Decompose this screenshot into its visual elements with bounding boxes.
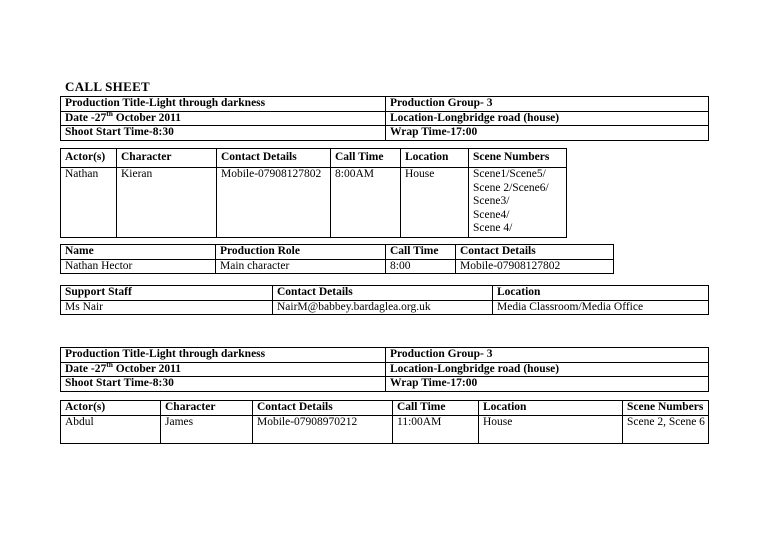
table-row: Shoot Start Time-8:30 Wrap Time-17:00 xyxy=(60,376,709,392)
crew-role-cell: Main character xyxy=(215,258,386,274)
crew-call-time-cell: 8:00 xyxy=(385,258,456,274)
date-text: Date -27 xyxy=(65,362,107,375)
actors-header-actor: Actor(s) xyxy=(60,148,117,168)
date-text-rest: October 2011 xyxy=(112,362,182,375)
production-title-cell: Production Title-Light through darkness xyxy=(60,347,386,363)
actors-table-1: Actor(s) Character Contact Details Call … xyxy=(60,148,567,238)
character-cell: Kieran xyxy=(116,167,217,238)
table-row: Date -27th October 2011 Location-Longbri… xyxy=(60,361,709,377)
page-title: CALL SHEET xyxy=(65,79,151,94)
support-header-name: Support Staff xyxy=(60,285,273,301)
actors-header-contact: Contact Details xyxy=(252,400,393,416)
crew-table: Name Production Role Call Time Contact D… xyxy=(60,244,614,274)
table-row: Nathan Kieran Mobile-07908127802 8:00AM … xyxy=(60,167,567,238)
table-row: Nathan Hector Main character 8:00 Mobile… xyxy=(60,258,614,274)
call-time-cell: 11:00AM xyxy=(392,414,479,444)
location-cell: Location-Longbridge road (house) xyxy=(385,361,709,377)
crew-contact-cell: Mobile-07908127802 xyxy=(455,258,614,274)
location-cell: House xyxy=(400,167,469,238)
table-row: Production Title-Light through darkness … xyxy=(60,347,709,363)
actors-header-scenes: Scene Numbers xyxy=(622,400,709,416)
production-title-cell: Production Title-Light through darkness xyxy=(60,96,386,112)
crew-header-call-time: Call Time xyxy=(385,244,456,260)
crew-header-contact: Contact Details xyxy=(455,244,614,260)
actors-table-2: Actor(s) Character Contact Details Call … xyxy=(60,400,709,444)
table-row: Abdul James Mobile-07908970212 11:00AM H… xyxy=(60,414,709,444)
support-location-cell: Media Classroom/Media Office xyxy=(492,299,709,315)
date-cell: Date -27th October 2011 xyxy=(60,361,386,377)
crew-header-name: Name xyxy=(60,244,216,260)
wrap-time-cell: Wrap Time-17:00 xyxy=(385,376,709,392)
production-info-table-2: Production Title-Light through darkness … xyxy=(60,347,709,392)
support-name-cell: Ms Nair xyxy=(60,299,273,315)
contact-cell: Mobile-07908970212 xyxy=(252,414,393,444)
table-row: Shoot Start Time-8:30 Wrap Time-17:00 xyxy=(60,125,709,141)
table-header-row: Support Staff Contact Details Location xyxy=(60,285,709,301)
actors-header-location: Location xyxy=(478,400,623,416)
scene-numbers-cell: Scene 2, Scene 6 xyxy=(622,414,709,444)
support-contact-cell: NairM@babbey.bardaglea.org.uk xyxy=(272,299,493,315)
table-row: Ms Nair NairM@babbey.bardaglea.org.uk Me… xyxy=(60,299,709,315)
table-header-row: Actor(s) Character Contact Details Call … xyxy=(60,400,709,416)
location-cell: Location-Longbridge road (house) xyxy=(385,110,709,126)
location-cell: House xyxy=(478,414,623,444)
actors-header-character: Character xyxy=(116,148,217,168)
support-staff-table: Support Staff Contact Details Location M… xyxy=(60,285,709,315)
contact-cell: Mobile-07908127802 xyxy=(216,167,331,238)
actors-header-call-time: Call Time xyxy=(392,400,479,416)
crew-name-cell: Nathan Hector xyxy=(60,258,216,274)
support-header-location: Location xyxy=(492,285,709,301)
actors-header-character: Character xyxy=(160,400,253,416)
date-text-rest: October 2011 xyxy=(112,111,182,124)
date-ordinal: th xyxy=(106,111,113,118)
date-text: Date -27 xyxy=(65,111,107,124)
actors-header-scenes: Scene Numbers xyxy=(468,148,567,168)
actor-name-cell: Nathan xyxy=(60,167,117,238)
wrap-time-cell: Wrap Time-17:00 xyxy=(385,125,709,141)
actors-header-location: Location xyxy=(400,148,469,168)
actors-header-actor: Actor(s) xyxy=(60,400,161,416)
date-cell: Date -27th October 2011 xyxy=(60,110,386,126)
table-row: Date -27th October 2011 Location-Longbri… xyxy=(60,110,709,126)
support-header-contact: Contact Details xyxy=(272,285,493,301)
actors-header-contact: Contact Details xyxy=(216,148,331,168)
call-time-cell: 8:00AM xyxy=(330,167,401,238)
character-cell: James xyxy=(160,414,253,444)
production-group-cell: Production Group- 3 xyxy=(385,347,709,363)
actors-header-call-time: Call Time xyxy=(330,148,401,168)
production-group-cell: Production Group- 3 xyxy=(385,96,709,112)
table-header-row: Actor(s) Character Contact Details Call … xyxy=(60,148,567,168)
shoot-start-cell: Shoot Start Time-8:30 xyxy=(60,125,386,141)
date-ordinal: th xyxy=(106,362,113,369)
table-row: Production Title-Light through darkness … xyxy=(60,96,709,112)
table-header-row: Name Production Role Call Time Contact D… xyxy=(60,244,614,260)
shoot-start-cell: Shoot Start Time-8:30 xyxy=(60,376,386,392)
production-info-table-1: Production Title-Light through darkness … xyxy=(60,96,709,141)
scene-numbers-cell: Scene1/Scene5/ Scene 2/Scene6/ Scene3/ S… xyxy=(468,167,567,238)
actor-name-cell: Abdul xyxy=(60,414,161,444)
crew-header-role: Production Role xyxy=(215,244,386,260)
